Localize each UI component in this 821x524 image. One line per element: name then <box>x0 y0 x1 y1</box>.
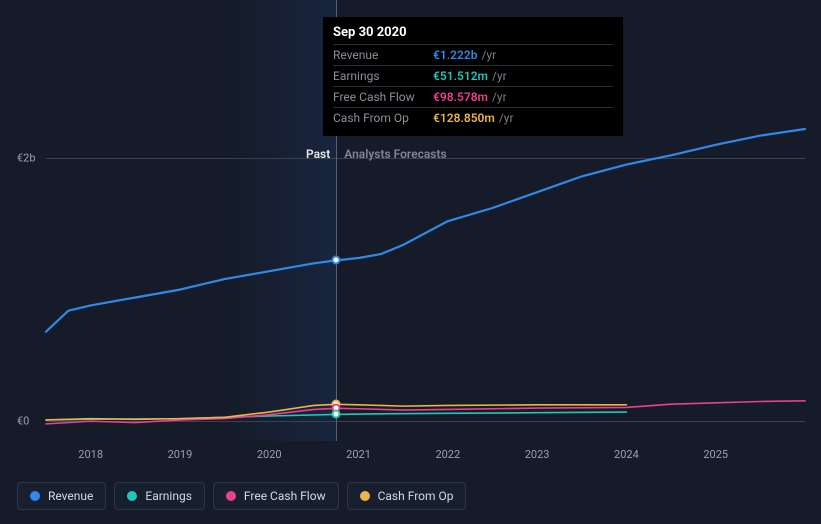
y-tick-2b: €2b <box>17 151 36 164</box>
tooltip-date: Sep 30 2020 <box>333 25 613 44</box>
legend: Revenue Earnings Free Cash Flow Cash From O… <box>17 482 466 510</box>
x-tick: 2020 <box>257 448 282 461</box>
tooltip-metric-unit: /yr <box>481 48 496 62</box>
legend-swatch <box>127 491 137 501</box>
legend-swatch <box>30 491 40 501</box>
tooltip-metric-value: €98.578m <box>433 90 488 104</box>
legend-item-revenue[interactable]: Revenue <box>17 482 106 510</box>
legend-label: Revenue <box>48 489 93 503</box>
legend-label: Earnings <box>145 489 192 503</box>
legend-item-free_cash_flow[interactable]: Free Cash Flow <box>213 482 339 510</box>
x-tick: 2023 <box>525 448 550 461</box>
tooltip-row: Revenue€1.222b/yr <box>333 44 613 65</box>
tooltip-metric-value: €51.512m <box>433 69 488 83</box>
tooltip-metric-value: €1.222b <box>433 48 477 62</box>
tooltip-metric-label: Revenue <box>333 48 433 62</box>
legend-swatch <box>360 491 370 501</box>
x-tick: 2025 <box>703 448 728 461</box>
legend-item-cash_from_op[interactable]: Cash From Op <box>347 482 467 510</box>
tooltip-metric-unit: /yr <box>492 90 507 104</box>
x-tick: 2018 <box>78 448 103 461</box>
forecast-section-label: Analysts Forecasts <box>344 147 446 161</box>
line-free_cash_flow <box>46 401 805 424</box>
x-tick: 2024 <box>614 448 639 461</box>
legend-label: Free Cash Flow <box>244 489 326 503</box>
marker-revenue <box>332 256 341 265</box>
past-section-label: Past <box>306 147 330 161</box>
tooltip-row: Earnings€51.512m/yr <box>333 65 613 86</box>
x-tick: 2019 <box>168 448 193 461</box>
tooltip-metric-label: Cash From Op <box>333 111 433 125</box>
tooltip-metric-unit: /yr <box>492 69 507 83</box>
x-tick: 2021 <box>346 448 371 461</box>
tooltip-metric-value: €128.850m <box>433 111 495 125</box>
tooltip-row: Free Cash Flow€98.578m/yr <box>333 86 613 107</box>
tooltip-row: Cash From Op€128.850m/yr <box>333 107 613 128</box>
legend-item-earnings[interactable]: Earnings <box>114 482 205 510</box>
legend-swatch <box>226 491 236 501</box>
marker-earnings <box>332 410 341 419</box>
tooltip-metric-label: Free Cash Flow <box>333 90 433 104</box>
tooltip-metric-label: Earnings <box>333 69 433 83</box>
hover-tooltip: Sep 30 2020 Revenue€1.222b/yrEarnings€51… <box>323 17 623 136</box>
legend-label: Cash From Op <box>378 489 454 503</box>
tooltip-metric-unit: /yr <box>499 111 514 125</box>
x-tick: 2022 <box>435 448 460 461</box>
y-tick-0: €0 <box>17 415 29 428</box>
